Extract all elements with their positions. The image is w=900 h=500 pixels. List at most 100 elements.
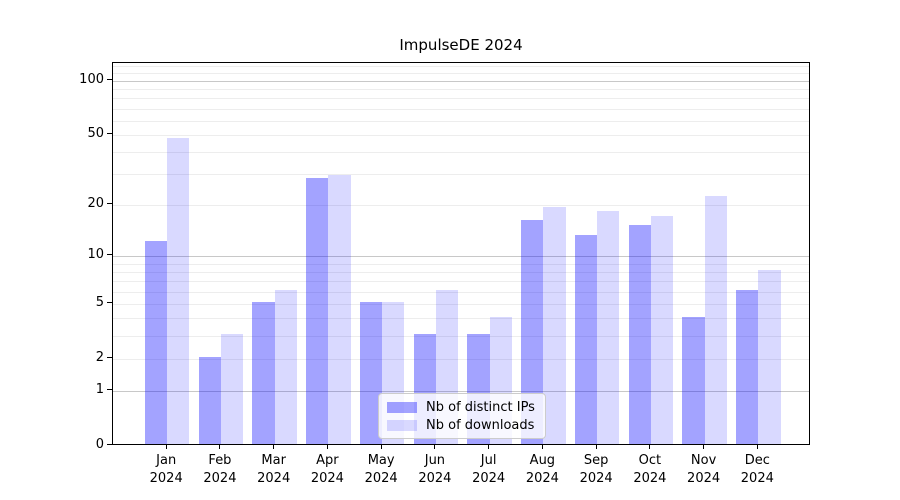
bar-ips-aug	[521, 220, 544, 444]
x-tick-year-may: 2024	[364, 471, 398, 486]
x-tick-month-sep: Sep	[583, 453, 609, 468]
gridline-minor-40	[113, 151, 809, 153]
gridline-minor-4	[113, 318, 809, 320]
gridline-major-1	[113, 390, 809, 392]
x-tick-year-sep: 2024	[579, 471, 613, 486]
gridline-minor-120	[113, 66, 809, 68]
y-tick-label-20: 20	[87, 196, 104, 212]
y-tick-label-2: 2	[95, 350, 104, 366]
gridline-major-100	[113, 80, 809, 82]
x-tick-year-feb: 2024	[203, 471, 237, 486]
bar-downloads-oct	[650, 215, 674, 444]
bar-ips-dec	[736, 290, 759, 444]
legend-swatch-distinct-ips	[387, 401, 417, 413]
x-tick-oct	[649, 445, 651, 449]
x-tick-feb	[219, 445, 221, 449]
legend-row-distinct-ips: Nb of distinct IPs	[387, 400, 537, 415]
bar-ips-nov	[682, 316, 705, 444]
gridline-minor-5	[113, 303, 809, 305]
legend-label-distinct-ips: Nb of distinct IPs	[426, 399, 535, 415]
plot-area	[112, 62, 810, 445]
x-tick-label-dec: Dec 2024	[725, 452, 789, 488]
y-tick-label-0: 0	[95, 437, 104, 452]
x-tick-label-jan: Jan 2024	[134, 452, 198, 488]
x-tick-label-feb: Feb 2024	[188, 452, 252, 488]
y-tick-label-5: 5	[95, 295, 104, 311]
x-tick-month-aug: Aug	[529, 453, 556, 468]
y-tick-label-50: 50	[87, 126, 104, 142]
x-tick-apr	[326, 445, 328, 449]
x-tick-label-apr: Apr 2024	[295, 452, 359, 488]
x-tick-dec	[756, 445, 758, 449]
x-tick-year-mar: 2024	[257, 471, 291, 486]
x-tick-month-feb: Feb	[208, 453, 232, 468]
legend-row-downloads: Nb of downloads	[387, 418, 537, 433]
bar-downloads-sep	[597, 211, 620, 444]
x-tick-year-jan: 2024	[149, 471, 183, 486]
bar-ips-apr	[306, 177, 329, 444]
bar-downloads-nov	[704, 196, 727, 444]
bar-downloads-feb	[220, 334, 244, 444]
x-tick-month-jan: Jan	[156, 453, 177, 468]
y-tick-label-100: 100	[79, 72, 104, 88]
bar-ips-feb	[198, 357, 221, 444]
x-tick-label-jun: Jun 2024	[403, 452, 467, 488]
gridline-minor-7	[113, 281, 809, 283]
x-tick-label-may: May 2024	[349, 452, 413, 488]
x-tick-label-mar: Mar 2024	[242, 452, 306, 488]
x-tick-month-apr: Apr	[316, 453, 339, 468]
x-tick-sep	[595, 445, 597, 449]
y-tick-label-10: 10	[87, 247, 104, 263]
x-tick-month-mar: Mar	[261, 453, 286, 468]
x-tick-month-jun: Jun	[424, 453, 446, 468]
chart-title: ImpulseDE 2024	[399, 36, 523, 54]
gridline-minor-60	[113, 120, 809, 122]
x-tick-mar	[273, 445, 275, 449]
y-tick-50	[107, 133, 112, 135]
x-tick-year-oct: 2024	[633, 471, 667, 486]
y-tick-100	[107, 79, 112, 81]
x-tick-nov	[703, 445, 705, 449]
bar-ips-may	[359, 302, 383, 444]
x-tick-label-jul: Jul 2024	[457, 452, 521, 488]
gridline-minor-110	[113, 73, 809, 75]
bar-downloads-dec	[758, 270, 781, 444]
gridline-minor-30	[113, 174, 809, 176]
x-tick-month-jul: Jul	[480, 453, 497, 468]
bar-ips-oct	[628, 224, 651, 444]
gridline-minor-8	[113, 271, 809, 273]
x-tick-label-aug: Aug 2024	[510, 452, 574, 488]
x-tick-may	[380, 445, 382, 449]
y-tick-label-1: 1	[95, 382, 104, 398]
y-tick-1	[107, 389, 112, 391]
x-tick-month-oct: Oct	[638, 453, 662, 468]
gridline-minor-9	[113, 263, 809, 265]
x-tick-year-aug: 2024	[525, 471, 559, 486]
x-tick-label-sep: Sep 2024	[564, 452, 628, 488]
x-tick-jan	[165, 445, 167, 449]
gridline-minor-3	[113, 335, 809, 337]
x-tick-label-oct: Oct 2024	[618, 452, 682, 488]
bar-downloads-apr	[328, 175, 351, 444]
gridline-major-10	[113, 255, 809, 257]
x-tick-year-dec: 2024	[740, 471, 774, 486]
bar-downloads-aug	[543, 207, 566, 444]
bar-ips-mar	[252, 302, 275, 444]
gridline-minor-90	[113, 88, 809, 90]
gridline-minor-50	[113, 134, 809, 136]
x-tick-month-may: May	[367, 453, 395, 468]
x-tick-year-apr: 2024	[310, 471, 344, 486]
x-tick-year-nov: 2024	[687, 471, 721, 486]
gridline-minor-2	[113, 358, 809, 360]
x-tick-label-nov: Nov 2024	[672, 452, 736, 488]
y-tick-20	[107, 203, 112, 205]
bar-downloads-mar	[274, 290, 297, 444]
gridline-minor-80	[113, 98, 809, 100]
y-tick-10	[107, 254, 112, 256]
y-tick-2	[107, 357, 112, 359]
legend-swatch-downloads	[387, 419, 417, 431]
y-tick-5	[107, 302, 112, 304]
x-tick-aug	[541, 445, 543, 449]
legend-label-downloads: Nb of downloads	[426, 417, 535, 433]
x-tick-jun	[434, 445, 436, 449]
